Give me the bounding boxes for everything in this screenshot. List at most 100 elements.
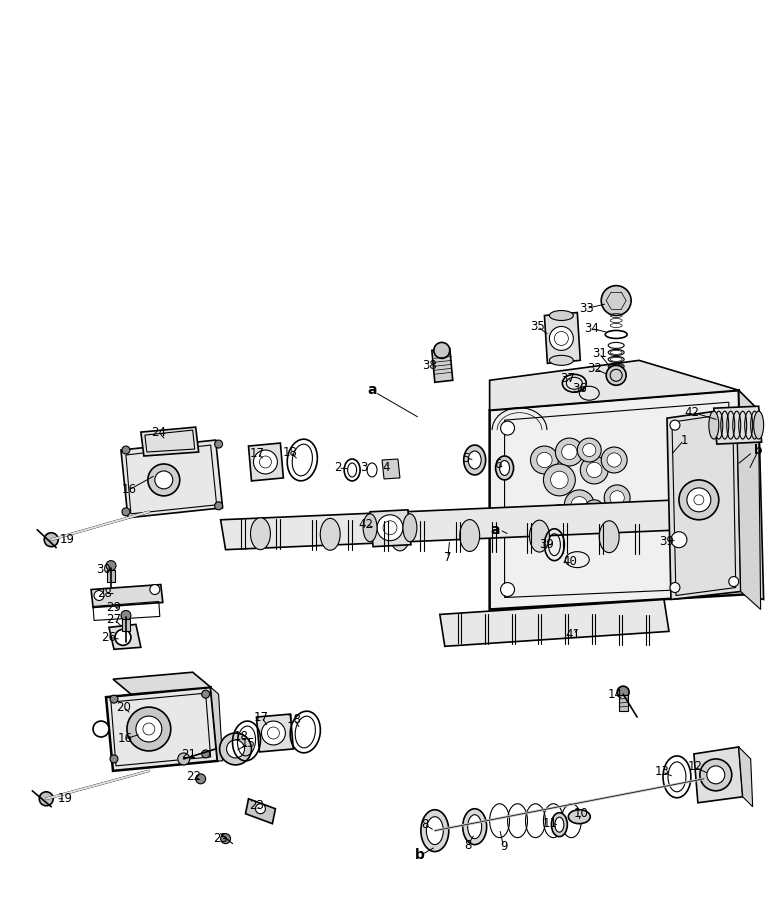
Circle shape <box>583 444 596 457</box>
Circle shape <box>121 611 131 621</box>
Polygon shape <box>211 687 222 761</box>
Circle shape <box>589 504 600 515</box>
Ellipse shape <box>709 411 719 439</box>
Text: 29: 29 <box>107 601 121 614</box>
Circle shape <box>226 740 245 758</box>
Ellipse shape <box>530 520 550 552</box>
Bar <box>122 619 130 632</box>
Circle shape <box>584 500 604 520</box>
Ellipse shape <box>551 812 567 836</box>
Circle shape <box>606 365 626 385</box>
Bar <box>619 695 628 711</box>
Circle shape <box>554 509 565 520</box>
Circle shape <box>148 464 180 496</box>
Text: 7: 7 <box>444 551 452 564</box>
Circle shape <box>729 414 739 423</box>
Text: 40: 40 <box>562 555 577 569</box>
Text: 16: 16 <box>121 483 137 496</box>
Circle shape <box>122 446 130 454</box>
Circle shape <box>122 508 130 515</box>
Circle shape <box>587 462 602 478</box>
Text: 39: 39 <box>539 538 554 551</box>
Circle shape <box>550 326 574 350</box>
Polygon shape <box>245 799 276 823</box>
Circle shape <box>601 447 627 473</box>
Ellipse shape <box>499 460 510 475</box>
Circle shape <box>707 766 725 784</box>
Text: b: b <box>754 444 763 457</box>
Circle shape <box>93 721 109 737</box>
Text: 16: 16 <box>117 733 133 746</box>
Circle shape <box>110 755 118 763</box>
Polygon shape <box>113 672 211 694</box>
Text: 15: 15 <box>241 737 256 750</box>
Ellipse shape <box>550 311 574 321</box>
Text: 41: 41 <box>566 628 581 641</box>
Text: 22: 22 <box>186 770 201 783</box>
Text: 8: 8 <box>464 839 472 852</box>
Ellipse shape <box>555 817 564 832</box>
Ellipse shape <box>462 809 486 845</box>
Text: 37: 37 <box>560 371 575 385</box>
Ellipse shape <box>753 411 764 439</box>
Text: 30: 30 <box>96 563 111 576</box>
Circle shape <box>604 485 630 511</box>
Circle shape <box>434 342 450 359</box>
Circle shape <box>262 721 286 745</box>
Circle shape <box>110 695 118 703</box>
Circle shape <box>253 450 277 474</box>
Text: 33: 33 <box>579 302 594 315</box>
Polygon shape <box>544 313 581 363</box>
Ellipse shape <box>468 814 482 839</box>
Text: 31: 31 <box>592 347 607 359</box>
Polygon shape <box>739 391 764 600</box>
Text: 1: 1 <box>680 434 688 447</box>
Circle shape <box>671 532 687 547</box>
Polygon shape <box>141 427 198 456</box>
Circle shape <box>555 438 584 466</box>
Text: 9: 9 <box>499 840 507 853</box>
Ellipse shape <box>460 520 479 551</box>
Polygon shape <box>489 391 743 610</box>
Circle shape <box>679 480 719 520</box>
Circle shape <box>562 445 577 459</box>
Polygon shape <box>714 406 762 444</box>
Polygon shape <box>221 500 684 549</box>
Text: 4: 4 <box>382 461 390 474</box>
Circle shape <box>39 791 53 806</box>
Text: 3: 3 <box>361 461 367 474</box>
Text: 12: 12 <box>687 760 703 773</box>
Polygon shape <box>91 584 163 607</box>
Text: 6: 6 <box>494 458 501 471</box>
Circle shape <box>687 488 711 512</box>
Circle shape <box>201 750 210 758</box>
Text: 39: 39 <box>659 536 675 548</box>
Text: 14: 14 <box>608 688 623 701</box>
Text: 2: 2 <box>334 461 342 474</box>
Circle shape <box>500 582 514 596</box>
Ellipse shape <box>599 521 619 553</box>
Circle shape <box>537 452 552 468</box>
Ellipse shape <box>568 810 591 823</box>
Circle shape <box>610 491 625 505</box>
Text: a: a <box>491 523 500 536</box>
Ellipse shape <box>550 356 574 365</box>
Ellipse shape <box>426 817 443 845</box>
Circle shape <box>201 691 210 698</box>
Text: 21: 21 <box>181 748 196 761</box>
Polygon shape <box>121 440 222 518</box>
Polygon shape <box>667 408 740 600</box>
Circle shape <box>221 834 231 844</box>
Polygon shape <box>256 714 293 752</box>
Circle shape <box>44 533 58 547</box>
Ellipse shape <box>421 810 449 852</box>
Text: 11: 11 <box>543 817 558 830</box>
Ellipse shape <box>250 518 270 549</box>
Ellipse shape <box>468 451 481 469</box>
Circle shape <box>670 582 680 592</box>
Text: 42: 42 <box>685 405 699 419</box>
Circle shape <box>155 471 173 489</box>
Circle shape <box>550 471 568 489</box>
Text: 23: 23 <box>249 800 264 812</box>
Circle shape <box>127 707 171 751</box>
